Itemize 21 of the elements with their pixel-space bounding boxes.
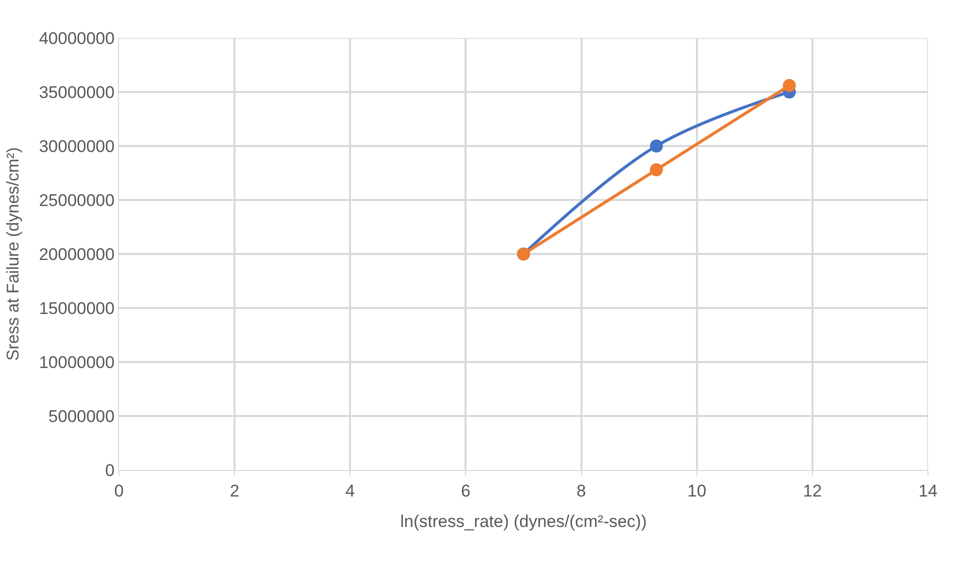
- y-axis-title: Sress at Failure (dynes/cm²): [4, 147, 23, 361]
- x-tick-label: 10: [687, 481, 706, 500]
- y-tick-label: 15000000: [38, 298, 115, 318]
- y-tick-label: 20000000: [38, 244, 115, 264]
- point: [650, 163, 663, 176]
- x-tick-label: 8: [576, 481, 586, 500]
- y-tick-label: 40000000: [38, 28, 115, 48]
- x-tick-label: 14: [918, 481, 938, 500]
- x-tick-label: 12: [802, 481, 822, 500]
- x-tick-label: 6: [460, 481, 470, 500]
- y-tick-label: 25000000: [38, 190, 115, 210]
- y-tick-label: 35000000: [38, 82, 115, 102]
- y-tick-label: 5000000: [48, 406, 115, 426]
- x-tick-label: 2: [230, 481, 240, 500]
- y-tick-label: 10000000: [38, 352, 115, 372]
- point: [650, 140, 663, 152]
- point: [782, 79, 796, 92]
- y-tick-label: 30000000: [38, 136, 115, 156]
- x-tick-label: 4: [345, 481, 355, 500]
- y-tick-label: 0: [105, 460, 115, 480]
- x-axis-title: ln(stress_rate) (dynes/(cm²-sec)): [400, 512, 647, 531]
